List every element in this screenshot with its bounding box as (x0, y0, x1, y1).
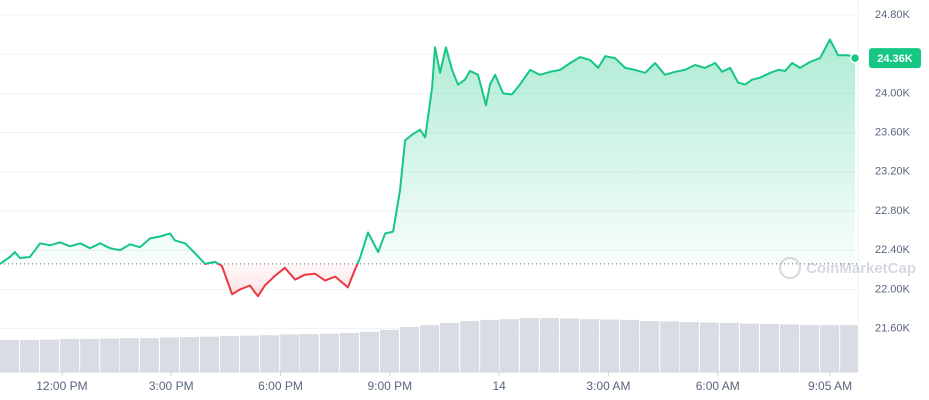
x-tick-label: 6:00 AM (696, 379, 740, 393)
volume-bar (119, 338, 139, 372)
price-line (0, 38, 856, 298)
y-tick-label: 24.00K (875, 87, 911, 99)
watermark: CoinMarketCap (779, 257, 916, 279)
x-tick-label: 3:00 PM (149, 379, 194, 393)
volume-bar (80, 338, 100, 372)
volume-bar (359, 331, 379, 372)
volume-bar (339, 332, 359, 372)
y-tick-label: 23.60K (875, 126, 911, 138)
last-point (849, 52, 861, 64)
y-tick-label: 21.60K (875, 322, 911, 334)
volume-bar (60, 338, 80, 372)
volume-bar (20, 340, 40, 372)
volume-bar (179, 337, 200, 372)
watermark-logo (779, 257, 801, 279)
volume-bar (260, 335, 280, 372)
y-tick-label: 22.40K (875, 244, 911, 256)
volume-bar (240, 335, 260, 372)
volume-bar (440, 322, 460, 372)
volume-bar (739, 323, 759, 372)
volume-bar (800, 325, 820, 372)
price-tag-label: 24.36K (877, 53, 913, 65)
volume-bar (379, 329, 400, 372)
volume-bar (660, 321, 680, 372)
volume-bar (519, 318, 539, 372)
x-tick-label: 3:00 AM (586, 379, 630, 393)
y-tick-label: 24.80K (875, 9, 911, 21)
volume-bar (499, 319, 519, 372)
volume-bar (159, 337, 179, 372)
y-tick-label: 23.20K (875, 166, 911, 178)
volume-bar (0, 340, 20, 372)
volume-bar (100, 338, 120, 372)
volume-bar (220, 335, 240, 372)
volume-bar (580, 319, 600, 372)
y-tick-label: 22.00K (875, 283, 911, 295)
volume-bar (460, 321, 480, 372)
volume-bar (699, 322, 719, 372)
volume-bar (719, 322, 739, 372)
x-tick-label: 14 (492, 379, 506, 393)
volume-bar (299, 334, 319, 372)
volume-bar (400, 326, 420, 372)
x-tick-label: 9:00 PM (367, 379, 412, 393)
volume-bar (480, 319, 500, 372)
volume-bar (600, 319, 620, 372)
y-tick-label: 22.80K (875, 205, 911, 217)
volume-bar (640, 321, 660, 372)
volume-bar (139, 338, 159, 372)
x-tick-label: 6:00 PM (258, 379, 303, 393)
volume-bar (780, 324, 800, 372)
volume-bar (539, 318, 559, 372)
volume-bar (40, 339, 60, 372)
volume-bar (280, 334, 300, 372)
volume-bar (200, 336, 220, 372)
price-area (0, 39, 856, 297)
volume-bar (679, 322, 699, 372)
volume-bar (620, 319, 640, 372)
watermark-text: CoinMarketCap (806, 260, 916, 277)
x-tick-label: 12:00 PM (36, 379, 87, 393)
volume-bar (420, 325, 440, 372)
price-tag (869, 48, 921, 69)
volume-bar (759, 324, 780, 372)
x-tick-label: 9:05 AM (808, 379, 852, 393)
volume-bar (840, 325, 858, 372)
volume-bar (820, 325, 840, 372)
volume-bar (559, 318, 580, 372)
volume-bar (319, 333, 339, 372)
